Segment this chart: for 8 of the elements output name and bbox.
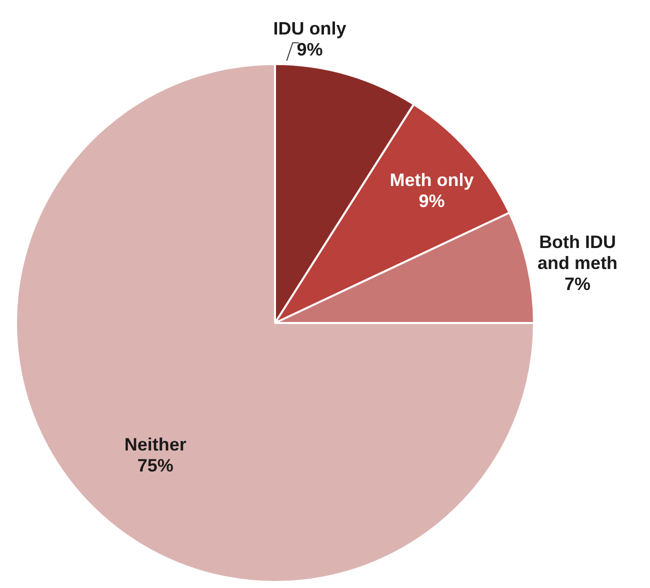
data-label: 9% [296,40,323,60]
slice-label: Both IDU and meth [538,232,618,274]
slice-label: Neither [124,434,186,454]
slice-label: IDU only [273,18,346,39]
data-label: 75% [137,455,174,476]
data-label: 9% [418,190,445,211]
slice-label: Meth only [390,170,474,190]
data-label: 7% [564,274,591,294]
